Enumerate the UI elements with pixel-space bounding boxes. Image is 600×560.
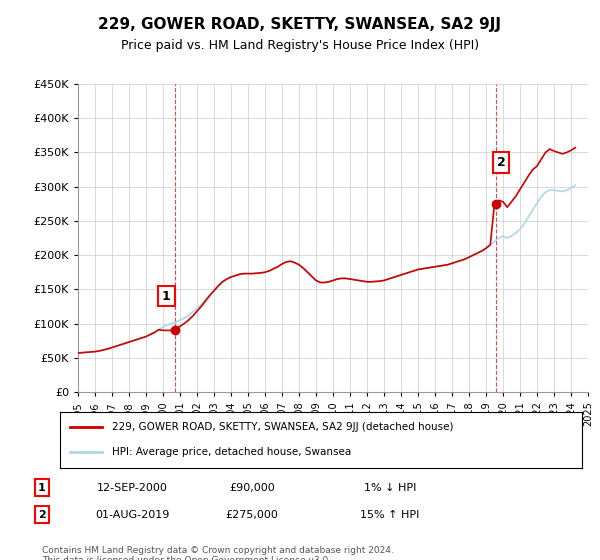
Text: 2: 2: [497, 156, 505, 169]
Text: £275,000: £275,000: [226, 510, 278, 520]
Text: 01-AUG-2019: 01-AUG-2019: [95, 510, 169, 520]
Text: 229, GOWER ROAD, SKETTY, SWANSEA, SA2 9JJ: 229, GOWER ROAD, SKETTY, SWANSEA, SA2 9J…: [98, 17, 502, 32]
Text: 15% ↑ HPI: 15% ↑ HPI: [361, 510, 419, 520]
Text: 1: 1: [38, 483, 46, 493]
Text: Contains HM Land Registry data © Crown copyright and database right 2024.
This d: Contains HM Land Registry data © Crown c…: [42, 546, 394, 560]
Text: Price paid vs. HM Land Registry's House Price Index (HPI): Price paid vs. HM Land Registry's House …: [121, 39, 479, 52]
Text: 2: 2: [38, 510, 46, 520]
Text: 1: 1: [162, 290, 171, 302]
Text: 229, GOWER ROAD, SKETTY, SWANSEA, SA2 9JJ (detached house): 229, GOWER ROAD, SKETTY, SWANSEA, SA2 9J…: [112, 422, 454, 432]
Text: 12-SEP-2000: 12-SEP-2000: [97, 483, 167, 493]
Text: 1% ↓ HPI: 1% ↓ HPI: [364, 483, 416, 493]
Text: £90,000: £90,000: [229, 483, 275, 493]
Text: HPI: Average price, detached house, Swansea: HPI: Average price, detached house, Swan…: [112, 447, 352, 457]
